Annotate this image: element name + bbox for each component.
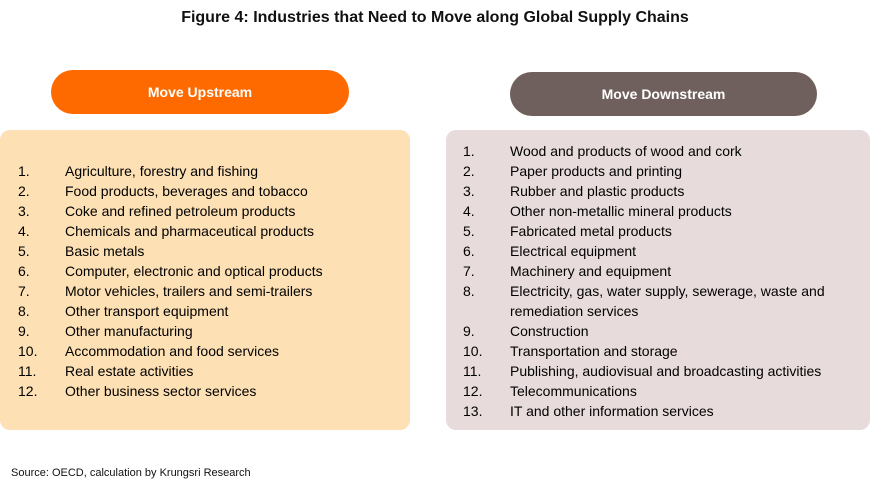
item-number: 5.	[18, 243, 30, 259]
item-label: Wood and products of wood and cork	[510, 143, 742, 159]
item-number: 9.	[18, 323, 30, 339]
figure-title: Figure 4: Industries that Need to Move a…	[181, 9, 689, 26]
upstream-list-item: 4. Chemicals and pharmaceutical products	[18, 221, 408, 241]
source-note: Source: OECD, calculation by Krungsri Re…	[11, 467, 251, 479]
upstream-list-item: 9. Other manufacturing	[18, 321, 408, 341]
item-label: Electricity, gas, water supply, sewerage…	[510, 283, 825, 319]
upstream-list-item: 8. Other transport equipment	[18, 301, 408, 321]
move-downstream-header: Move Downstream	[510, 72, 817, 116]
downstream-panel: 1. Wood and products of wood and cork 2. Pa…	[446, 130, 870, 430]
item-label: Chemicals and pharmaceutical products	[65, 223, 315, 239]
item-number: 11.	[18, 363, 37, 379]
downstream-list-item: 4. Other non-metallic mineral products	[463, 201, 868, 221]
item-label: Motor vehicles, trailers and semi-traile…	[65, 283, 313, 299]
item-label: Rubber and plastic products	[510, 183, 685, 199]
item-label: Agriculture, forestry and fishing	[65, 163, 258, 179]
item-number: 10.	[463, 343, 483, 359]
upstream-list-item: 7. Motor vehicles, trailers and semi-trai…	[18, 281, 408, 301]
upstream-list: 1. Agriculture, forestry and fishing 2. Foo…	[18, 161, 408, 401]
item-label: Real estate activities	[65, 363, 194, 379]
item-label: Machinery and equipment	[510, 263, 672, 279]
item-number: 9.	[463, 323, 475, 339]
item-number: 13.	[463, 403, 483, 419]
downstream-list-item: 6. Electrical equipment	[463, 241, 868, 261]
item-label: Other business sector services	[65, 383, 257, 399]
upstream-list-item: 3. Coke and refined petroleum products	[18, 201, 408, 221]
item-label: Coke and refined petroleum products	[65, 203, 296, 219]
item-number: 4.	[463, 203, 475, 219]
upstream-list-item: 6. Computer, electronic and optical produ…	[18, 261, 408, 281]
item-number: 5.	[463, 223, 475, 239]
item-number: 2.	[18, 183, 30, 199]
downstream-list: 1. Wood and products of wood and cork 2. Pa…	[463, 141, 868, 421]
item-label: Transportation and storage	[510, 343, 678, 359]
item-label: Other manufacturing	[65, 323, 193, 339]
item-number: 12.	[18, 383, 38, 399]
item-label: Other transport equipment	[65, 303, 229, 319]
upstream-list-item: 2. Food products, beverages and tobacco	[18, 181, 408, 201]
downstream-list-item: 13. IT and other information services	[463, 401, 868, 421]
downstream-list-item: 3. Rubber and plastic products	[463, 181, 868, 201]
downstream-list-item: 5. Fabricated metal products	[463, 221, 868, 241]
downstream-list-item: 2. Paper products and printing	[463, 161, 868, 181]
move-upstream-header: Move Upstream	[51, 70, 349, 114]
upstream-list-item: 10. Accommodation and food services	[18, 341, 408, 361]
downstream-list-item: 1. Wood and products of wood and cork	[463, 141, 868, 161]
item-number: 6.	[18, 263, 30, 279]
item-number: 8.	[18, 303, 30, 319]
item-number: 11.	[463, 363, 482, 379]
item-label: Electrical equipment	[510, 243, 637, 259]
item-label: Fabricated metal products	[510, 223, 672, 239]
item-label: Accommodation and food services	[65, 343, 279, 359]
item-number: 2.	[463, 163, 475, 179]
downstream-list-item: 7. Machinery and equipment	[463, 261, 868, 281]
upstream-list-item: 1. Agriculture, forestry and fishing	[18, 161, 408, 181]
item-number: 3.	[18, 203, 30, 219]
upstream-list-item: 12. Other business sector services	[18, 381, 408, 401]
downstream-list-item: 9. Construction	[463, 321, 868, 341]
item-number: 3.	[463, 183, 475, 199]
item-label: Other non-metallic mineral products	[510, 203, 732, 219]
upstream-list-item: 11. Real estate activities	[18, 361, 408, 381]
item-number: 1.	[463, 143, 475, 159]
item-label: Food products, beverages and tobacco	[65, 183, 308, 199]
item-label: IT and other information services	[510, 403, 714, 419]
item-number: 7.	[463, 263, 475, 279]
item-number: 8.	[463, 283, 475, 299]
item-number: 6.	[463, 243, 475, 259]
upstream-panel: 1. Agriculture, forestry and fishing 2. Foo…	[0, 130, 410, 430]
item-label: Telecommunications	[510, 383, 637, 399]
item-number: 7.	[18, 283, 30, 299]
item-number: 10.	[18, 343, 38, 359]
item-label: Publishing, audiovisual and broadcasting…	[510, 363, 822, 379]
upstream-list-item: 5. Basic metals	[18, 241, 408, 261]
item-number: 1.	[18, 163, 30, 179]
item-number: 12.	[463, 383, 483, 399]
downstream-list-item: 8. Electricity, gas, water supply, sewera…	[463, 281, 868, 321]
item-label: Construction	[510, 323, 589, 339]
item-number: 4.	[18, 223, 30, 239]
downstream-list-item: 12. Telecommunications	[463, 381, 868, 401]
item-label: Basic metals	[65, 243, 145, 259]
item-label: Paper products and printing	[510, 163, 682, 179]
downstream-list-item: 10. Transportation and storage	[463, 341, 868, 361]
downstream-list-item: 11. Publishing, audiovisual and broadcast…	[463, 361, 868, 381]
item-label: Computer, electronic and optical product…	[65, 263, 323, 279]
